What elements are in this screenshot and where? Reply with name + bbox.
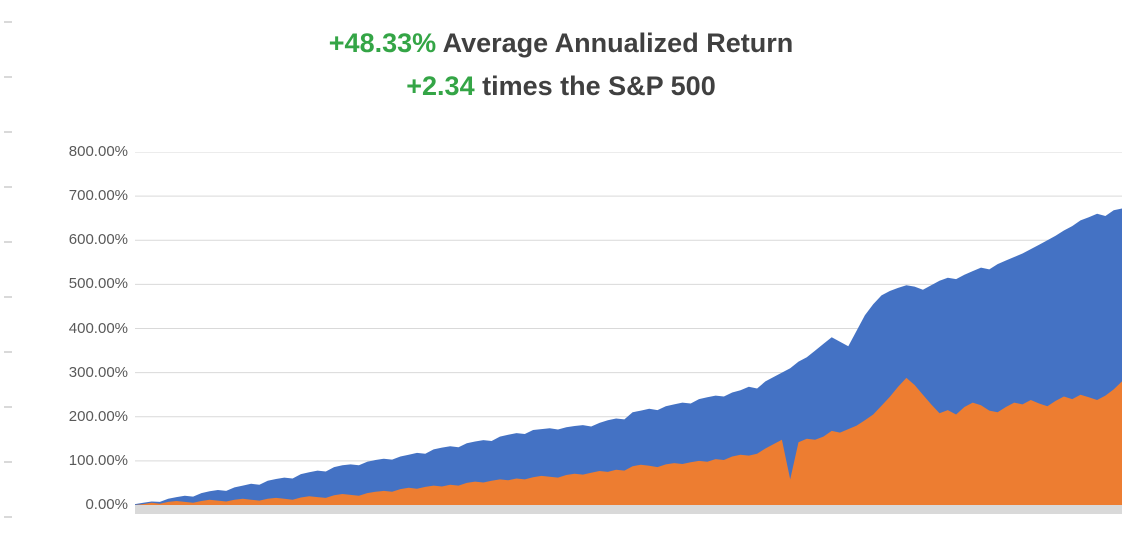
title-line-1: +48.33% Average Annualized Return [0, 22, 1122, 65]
orange-area-series [135, 377, 1122, 505]
y-axis-label: 600.00% [68, 231, 128, 249]
title-line1-highlight: +48.33% [328, 28, 437, 58]
left-edge-ticks [4, 21, 12, 518]
plot-svg [135, 152, 1122, 505]
chart-title: +48.33% Average Annualized Return +2.34 … [0, 22, 1122, 108]
y-axis-label: 0.00% [85, 496, 128, 513]
y-axis-label: 300.00% [68, 363, 128, 381]
y-axis-label: 400.00% [68, 319, 128, 337]
x-axis-band [135, 505, 1122, 514]
title-line-2: +2.34 times the S&P 500 [0, 65, 1122, 108]
title-line1-text: Average Annualized Return [436, 28, 794, 58]
y-axis-label: 200.00% [68, 407, 128, 425]
title-line2-text: times the S&P 500 [474, 71, 716, 102]
y-axis-labels: 800.00% 700.00% 600.00% 500.00% 400.00% 300.0… [28, 0, 128, 550]
y-axis-label: 800.00% [68, 143, 128, 160]
y-axis-label: 100.00% [68, 451, 128, 469]
title-line2-highlight: +2.34 [406, 71, 475, 102]
y-axis-label: 700.00% [68, 187, 128, 205]
y-axis-label: 500.00% [68, 275, 128, 293]
